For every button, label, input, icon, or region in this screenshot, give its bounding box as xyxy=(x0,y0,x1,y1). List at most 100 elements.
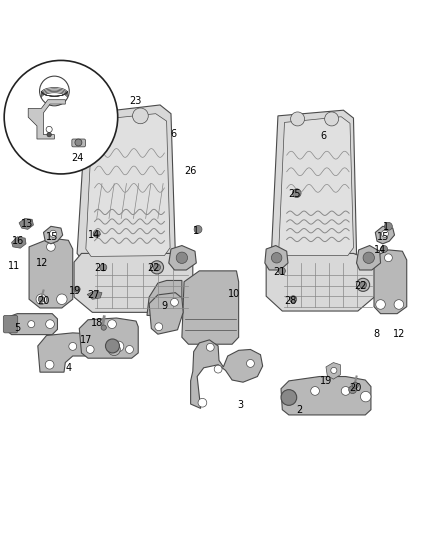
Circle shape xyxy=(36,294,46,304)
Text: 20: 20 xyxy=(37,296,49,305)
Polygon shape xyxy=(149,293,183,334)
Circle shape xyxy=(290,112,304,126)
FancyBboxPatch shape xyxy=(72,139,85,147)
Polygon shape xyxy=(43,227,63,244)
Circle shape xyxy=(385,254,392,262)
Text: 1: 1 xyxy=(383,222,389,232)
Text: 8: 8 xyxy=(373,329,379,339)
Text: 19: 19 xyxy=(320,376,332,386)
Circle shape xyxy=(57,294,67,304)
Polygon shape xyxy=(357,246,381,270)
Circle shape xyxy=(100,264,107,271)
Polygon shape xyxy=(86,114,170,256)
Text: 12: 12 xyxy=(393,329,405,339)
Polygon shape xyxy=(191,340,263,408)
Circle shape xyxy=(46,320,54,328)
Circle shape xyxy=(394,300,404,309)
Circle shape xyxy=(150,261,163,274)
Circle shape xyxy=(331,367,337,374)
Circle shape xyxy=(341,386,350,395)
Circle shape xyxy=(108,343,120,356)
Circle shape xyxy=(9,320,17,328)
Text: 6: 6 xyxy=(170,129,176,139)
FancyBboxPatch shape xyxy=(4,316,18,333)
Circle shape xyxy=(75,139,82,146)
Text: 6: 6 xyxy=(321,131,327,141)
Text: 22: 22 xyxy=(147,263,160,273)
Text: 4: 4 xyxy=(65,363,71,373)
Circle shape xyxy=(176,252,187,263)
Circle shape xyxy=(292,189,301,198)
Text: 14: 14 xyxy=(88,230,101,240)
Circle shape xyxy=(49,230,57,237)
Circle shape xyxy=(38,296,44,302)
Circle shape xyxy=(46,126,52,133)
Text: 19: 19 xyxy=(69,286,81,296)
Text: 22: 22 xyxy=(354,281,366,291)
Circle shape xyxy=(206,343,214,351)
Circle shape xyxy=(74,286,80,292)
Text: 20: 20 xyxy=(349,383,361,393)
Polygon shape xyxy=(19,219,33,229)
Text: 15: 15 xyxy=(46,232,58,242)
Polygon shape xyxy=(28,100,65,139)
Text: 27: 27 xyxy=(88,290,100,300)
Text: 1: 1 xyxy=(193,225,199,236)
Circle shape xyxy=(381,230,389,237)
Circle shape xyxy=(46,243,55,251)
Polygon shape xyxy=(182,271,239,344)
Circle shape xyxy=(133,108,148,124)
Circle shape xyxy=(357,278,370,292)
Polygon shape xyxy=(266,253,375,311)
Text: 2: 2 xyxy=(297,405,303,415)
Circle shape xyxy=(86,345,94,353)
Circle shape xyxy=(170,298,178,306)
Circle shape xyxy=(279,268,286,274)
Polygon shape xyxy=(74,253,193,312)
Text: 26: 26 xyxy=(184,166,197,176)
Polygon shape xyxy=(147,280,182,316)
Text: 5: 5 xyxy=(14,324,21,334)
Text: 18: 18 xyxy=(91,318,103,328)
Polygon shape xyxy=(279,117,353,256)
Text: 11: 11 xyxy=(8,261,20,271)
Circle shape xyxy=(214,365,222,373)
Polygon shape xyxy=(5,313,57,335)
Circle shape xyxy=(153,264,160,271)
Polygon shape xyxy=(375,227,395,244)
Text: 13: 13 xyxy=(21,219,33,229)
Circle shape xyxy=(106,339,120,353)
Polygon shape xyxy=(374,250,407,313)
Circle shape xyxy=(45,360,54,369)
Circle shape xyxy=(28,321,35,328)
Polygon shape xyxy=(169,246,196,270)
Circle shape xyxy=(385,222,392,230)
Circle shape xyxy=(155,323,162,330)
Circle shape xyxy=(363,252,374,263)
Polygon shape xyxy=(29,238,73,308)
Circle shape xyxy=(349,386,357,393)
Circle shape xyxy=(311,386,319,395)
Polygon shape xyxy=(38,333,125,372)
Circle shape xyxy=(69,343,77,350)
Text: 24: 24 xyxy=(71,153,83,163)
Text: 23: 23 xyxy=(129,96,141,107)
Polygon shape xyxy=(79,318,138,358)
Polygon shape xyxy=(87,291,102,299)
Circle shape xyxy=(198,398,207,407)
Circle shape xyxy=(360,391,371,402)
Circle shape xyxy=(325,112,339,126)
Polygon shape xyxy=(77,105,175,262)
Text: 25: 25 xyxy=(288,189,300,199)
Text: 15: 15 xyxy=(377,232,389,242)
Circle shape xyxy=(381,246,388,253)
Polygon shape xyxy=(265,246,288,270)
Text: 16: 16 xyxy=(12,236,24,246)
Circle shape xyxy=(100,108,116,124)
Text: 9: 9 xyxy=(161,301,167,311)
Text: 21: 21 xyxy=(94,263,106,273)
Text: 21: 21 xyxy=(273,266,286,277)
Circle shape xyxy=(47,133,51,137)
Circle shape xyxy=(93,230,100,237)
Circle shape xyxy=(272,253,282,263)
